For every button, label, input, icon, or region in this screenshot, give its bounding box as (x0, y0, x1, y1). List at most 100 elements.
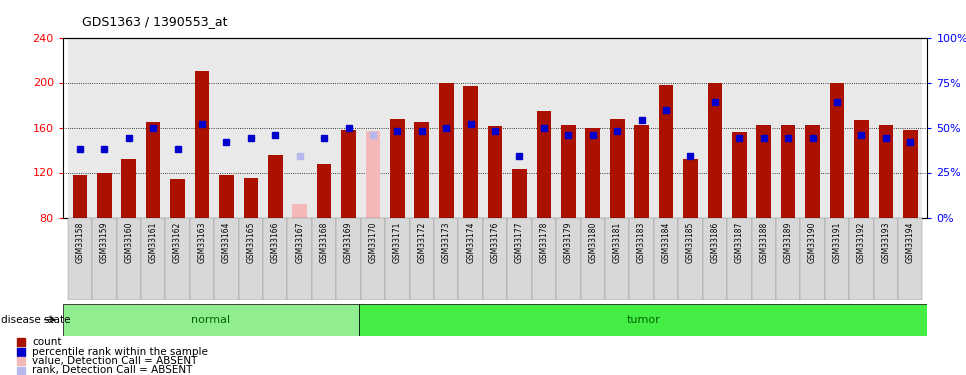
Bar (825, 217, 849, 300)
Bar (312, 38, 336, 218)
Bar (507, 217, 531, 300)
Bar (752, 217, 776, 300)
Bar (561, 125, 576, 218)
Text: GSM33190: GSM33190 (809, 222, 817, 263)
Text: GSM33159: GSM33159 (99, 222, 109, 263)
Bar (849, 38, 873, 218)
Text: GSM33187: GSM33187 (735, 222, 744, 263)
Text: GSM33183: GSM33183 (638, 222, 646, 263)
Bar (581, 217, 605, 300)
Text: GSM33174: GSM33174 (467, 222, 475, 263)
Text: GSM33161: GSM33161 (149, 222, 157, 263)
Bar (483, 38, 507, 218)
Text: value, Detection Call = ABSENT: value, Detection Call = ABSENT (33, 356, 198, 366)
Bar (243, 178, 258, 218)
Text: GSM33177: GSM33177 (515, 222, 524, 263)
Bar (464, 86, 478, 218)
Bar (165, 38, 189, 218)
Bar (536, 111, 552, 218)
Bar (488, 126, 502, 218)
Bar (195, 71, 210, 217)
Text: normal: normal (191, 315, 231, 325)
Bar (288, 217, 312, 300)
Bar (630, 217, 654, 300)
Bar (756, 125, 771, 218)
Bar (414, 122, 429, 218)
Bar (873, 38, 898, 218)
Bar (293, 204, 307, 218)
Text: GDS1363 / 1390553_at: GDS1363 / 1390553_at (82, 15, 228, 28)
Bar (92, 38, 117, 218)
Bar (878, 125, 894, 218)
Bar (341, 130, 355, 218)
Bar (707, 82, 723, 218)
Text: GSM33186: GSM33186 (710, 222, 720, 263)
Bar (336, 217, 360, 300)
Text: GSM33173: GSM33173 (441, 222, 451, 263)
Bar (898, 38, 923, 218)
Bar (288, 38, 312, 218)
Bar (781, 125, 795, 218)
Bar (117, 217, 141, 300)
Bar (873, 217, 898, 300)
Text: GSM33194: GSM33194 (906, 222, 915, 263)
Text: GSM33188: GSM33188 (759, 222, 768, 263)
Text: tumor: tumor (626, 315, 660, 325)
Bar (483, 217, 507, 300)
Bar (336, 38, 360, 218)
Bar (189, 38, 214, 218)
Bar (360, 38, 385, 218)
Text: GSM33171: GSM33171 (393, 222, 402, 263)
Bar (459, 38, 483, 218)
Bar (214, 38, 239, 218)
Bar (63, 304, 359, 336)
Bar (630, 38, 654, 218)
Bar (219, 175, 234, 217)
Bar (507, 38, 531, 218)
Bar (360, 217, 385, 300)
Text: GSM33162: GSM33162 (173, 222, 182, 263)
Bar (531, 217, 556, 300)
Text: GSM33169: GSM33169 (344, 222, 353, 263)
Bar (702, 38, 727, 218)
Text: GSM33170: GSM33170 (368, 222, 378, 263)
Bar (239, 38, 263, 218)
Bar (849, 217, 873, 300)
Bar (727, 217, 752, 300)
Bar (556, 217, 581, 300)
Text: GSM33191: GSM33191 (833, 222, 841, 263)
Text: GSM33185: GSM33185 (686, 222, 695, 263)
Bar (683, 159, 697, 218)
Bar (410, 217, 434, 300)
Bar (170, 179, 185, 218)
Text: GSM33184: GSM33184 (662, 222, 670, 263)
Bar (122, 159, 136, 218)
Bar (268, 154, 283, 218)
Bar (801, 38, 825, 218)
Bar (72, 175, 87, 217)
Bar (635, 125, 649, 218)
Text: GSM33165: GSM33165 (246, 222, 255, 263)
Bar (512, 169, 526, 217)
Bar (141, 217, 165, 300)
Text: GSM33168: GSM33168 (320, 222, 328, 263)
Bar (68, 217, 92, 300)
Bar (830, 82, 844, 218)
Bar (531, 38, 556, 218)
Bar (903, 130, 918, 218)
Text: GSM33193: GSM33193 (881, 222, 891, 263)
Bar (165, 217, 189, 300)
Bar (117, 38, 141, 218)
Bar (610, 118, 624, 218)
Text: count: count (33, 337, 62, 347)
Text: GSM33158: GSM33158 (75, 222, 84, 263)
Bar (359, 304, 927, 336)
Bar (263, 217, 288, 300)
Bar (146, 122, 160, 218)
Bar (214, 217, 239, 300)
Bar (385, 38, 410, 218)
Bar (366, 131, 381, 218)
Text: percentile rank within the sample: percentile rank within the sample (33, 347, 209, 357)
Bar (825, 38, 849, 218)
Text: GSM33163: GSM33163 (197, 222, 207, 263)
